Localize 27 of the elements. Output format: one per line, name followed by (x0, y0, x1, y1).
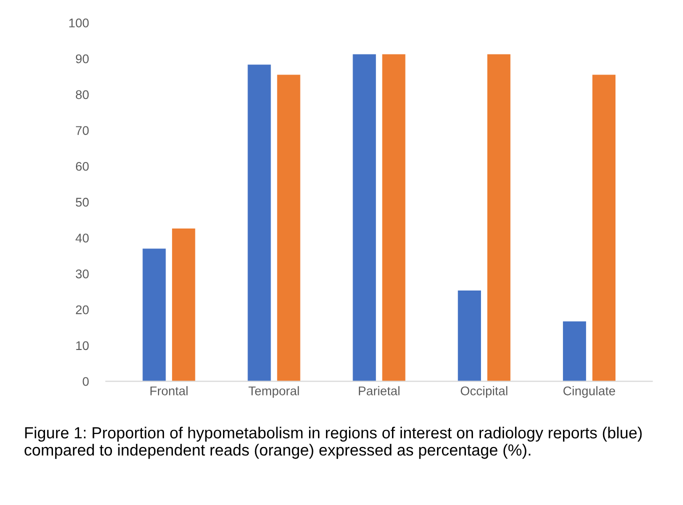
y-tick-label: 10 (76, 341, 89, 350)
y-tick-label: 80 (76, 90, 89, 100)
y-tick-label: 30 (76, 270, 89, 278)
x-tick-label: Occipital (460, 386, 508, 398)
y-tick-label: 70 (76, 126, 89, 135)
x-tick-label: Temporal (248, 386, 299, 398)
y-tick-label: 100 (69, 18, 89, 28)
bar (172, 228, 196, 382)
x-tick-label: Frontal (150, 386, 188, 396)
bar (458, 290, 481, 382)
bar (487, 54, 510, 382)
bar (562, 321, 586, 382)
bar (142, 248, 166, 382)
x-tick-label: Parietal (358, 386, 400, 396)
bar (352, 54, 376, 382)
bar (382, 54, 406, 382)
bar (248, 64, 271, 382)
bar (592, 74, 616, 382)
x-tick-label: Cingulate (563, 386, 616, 398)
y-tick-label: 40 (76, 234, 89, 243)
y-tick-label: 20 (76, 305, 89, 314)
y-tick-label: 0 (82, 377, 89, 386)
y-tick-label: 60 (76, 162, 89, 171)
caption: Figure 1: Proportion of hypometabolism in regions of interest on radiology reports (blue) compared to independent reads (orange) expressed as percentage (%). (24, 426, 642, 459)
y-tick-label: 50 (76, 198, 89, 207)
y-tick-label: 90 (76, 54, 89, 64)
bar (277, 74, 300, 382)
